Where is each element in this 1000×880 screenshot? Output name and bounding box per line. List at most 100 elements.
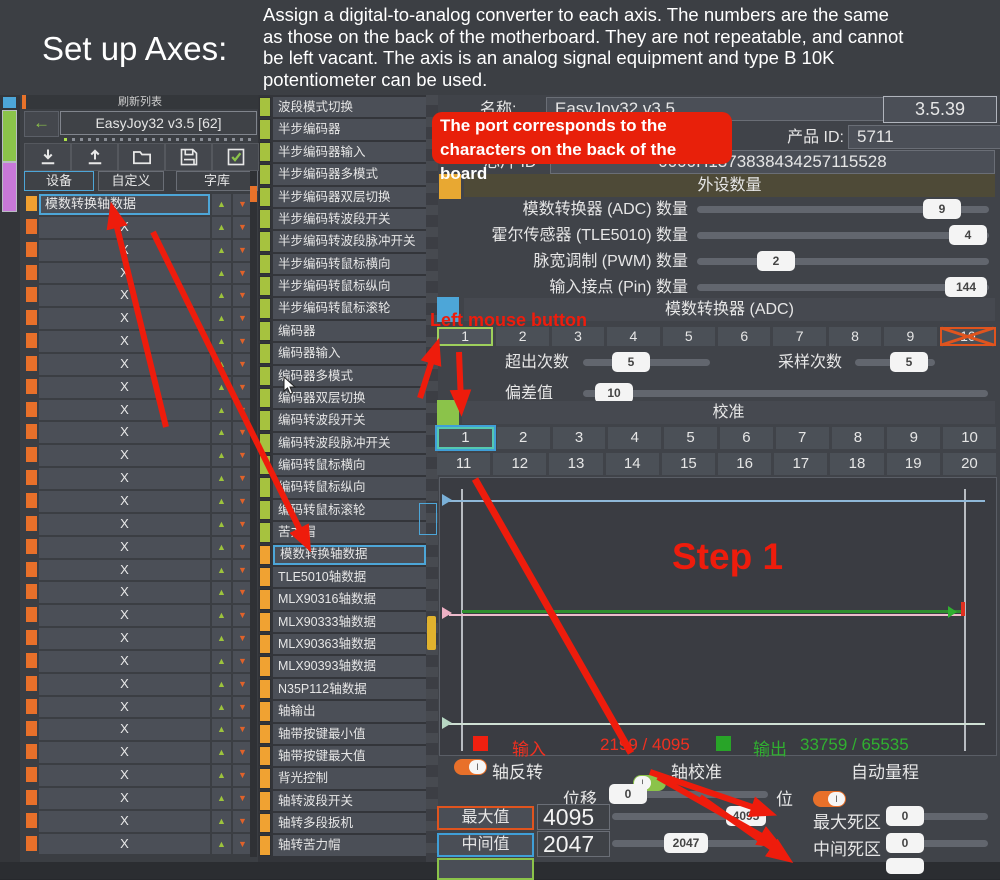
axis-row[interactable]: X ▲ ▼: [24, 536, 252, 558]
calibration-point-button[interactable]: 12: [493, 453, 547, 475]
axis-row-label[interactable]: X: [39, 285, 210, 307]
function-item-label[interactable]: MLX90393轴数据: [273, 656, 426, 677]
move-up-button[interactable]: ▲: [212, 605, 231, 627]
tab-custom[interactable]: 自定义: [98, 171, 164, 191]
axis-row-label[interactable]: X: [39, 376, 210, 398]
function-item[interactable]: 半步编码器多模式: [259, 164, 426, 185]
function-item[interactable]: 半步编码转波段开关: [259, 208, 426, 230]
sample-slider[interactable]: 5: [855, 352, 935, 372]
calibration-point-button[interactable]: 2: [496, 427, 550, 449]
save-button[interactable]: [165, 143, 212, 171]
adc-channel-button[interactable]: 3: [551, 327, 605, 346]
move-down-button[interactable]: ▼: [233, 605, 252, 627]
overflow-handle[interactable]: 5: [612, 352, 650, 372]
max-value-field[interactable]: 4095: [537, 804, 610, 830]
axis-row[interactable]: X ▲ ▼: [24, 399, 252, 421]
calibration-point-button[interactable]: 13: [549, 453, 603, 475]
product-id-field[interactable]: 5711: [848, 125, 1000, 149]
function-item-label[interactable]: 轴转苦力帽: [273, 835, 426, 856]
function-item-label[interactable]: 波段模式切换: [273, 97, 426, 118]
overflow-slider[interactable]: 5: [583, 352, 710, 372]
auto-range-toggle[interactable]: I: [813, 791, 846, 807]
axis-row-label[interactable]: X: [39, 673, 210, 695]
mid-value-field[interactable]: 2047: [537, 831, 610, 857]
axis-row-label[interactable]: X: [39, 262, 210, 284]
move-down-button[interactable]: ▼: [233, 719, 252, 741]
function-item[interactable]: MLX90316轴数据: [259, 589, 426, 610]
move-down-button[interactable]: ▼: [233, 194, 252, 215]
pin-count-handle[interactable]: 144: [945, 277, 987, 297]
move-down-button[interactable]: ▼: [233, 559, 252, 581]
function-item[interactable]: 半步编码转波段脉冲开关: [259, 231, 426, 252]
axis-row-label[interactable]: X: [39, 742, 210, 764]
sample-handle[interactable]: 5: [890, 352, 928, 372]
function-item[interactable]: 半步编码转鼠标滚轮: [259, 298, 426, 319]
axis-row-label[interactable]: X: [39, 605, 210, 627]
move-up-button[interactable]: ▲: [212, 513, 231, 535]
move-down-button[interactable]: ▼: [233, 787, 252, 809]
axis-row[interactable]: X ▲ ▼: [24, 216, 252, 238]
function-item-label[interactable]: MLX90316轴数据: [273, 589, 426, 610]
move-up-button[interactable]: ▲: [212, 490, 231, 512]
axis-row-label[interactable]: X: [39, 787, 210, 809]
function-item[interactable]: 波段模式切换: [259, 97, 426, 118]
move-up-button[interactable]: ▲: [212, 833, 231, 855]
refresh-list-bar[interactable]: 刷新列表: [22, 95, 258, 109]
function-item[interactable]: 编码器输入: [259, 343, 426, 364]
hall-count-handle[interactable]: 4: [949, 225, 987, 245]
axis-row-label[interactable]: X: [39, 719, 210, 741]
edge-chip-purple[interactable]: [2, 162, 17, 212]
calibration-point-button[interactable]: 7: [775, 427, 829, 449]
function-item-label[interactable]: 编码转鼠标横向: [273, 455, 426, 476]
move-up-button[interactable]: ▲: [212, 445, 231, 467]
function-item[interactable]: 轴输出: [259, 701, 426, 722]
move-up-button[interactable]: ▲: [212, 262, 231, 284]
axis-row-label[interactable]: X: [39, 239, 210, 261]
function-item-label[interactable]: 半步编码器输入: [273, 141, 426, 163]
function-item-label[interactable]: 编码器: [273, 320, 426, 342]
function-item[interactable]: 轴带按键最大值: [259, 745, 426, 767]
move-up-button[interactable]: ▲: [212, 559, 231, 581]
function-item-label[interactable]: 半步编码器: [273, 119, 426, 140]
calibration-point-button[interactable]: 3: [552, 427, 606, 449]
calibration-point-button[interactable]: 19: [886, 453, 940, 475]
axis-row[interactable]: X ▲ ▼: [24, 490, 252, 512]
function-item-label[interactable]: 半步编码器双层切换: [273, 186, 426, 207]
mid-slider-handle[interactable]: 2047: [664, 833, 708, 853]
calibration-point-button[interactable]: 20: [942, 453, 997, 475]
function-item[interactable]: 编码转鼠标滚轮: [259, 499, 426, 521]
axis-row-label[interactable]: X: [39, 331, 210, 352]
mid-slider[interactable]: 2047: [612, 833, 764, 853]
function-item[interactable]: TLE5010轴数据: [259, 566, 426, 588]
axis-row-label[interactable]: X: [39, 696, 210, 718]
function-item-label[interactable]: 轴带按键最大值: [273, 745, 426, 767]
move-up-button[interactable]: ▲: [212, 696, 231, 718]
function-item-label[interactable]: 编码转鼠标滚轮: [273, 499, 426, 521]
sidebar-scrollbar-handle[interactable]: [250, 186, 257, 202]
deviation-slider[interactable]: 10: [583, 383, 988, 403]
axis-row-label[interactable]: X: [39, 765, 210, 786]
adc-channel-button[interactable]: 5: [662, 327, 716, 346]
axis-row[interactable]: X ▲ ▼: [24, 673, 252, 695]
function-item-label[interactable]: 半步编码转波段脉冲开关: [273, 231, 426, 252]
move-down-button[interactable]: ▼: [233, 582, 252, 604]
axis-row[interactable]: X ▲ ▼: [24, 376, 252, 398]
export-button[interactable]: [71, 143, 118, 171]
move-down-button[interactable]: ▼: [233, 833, 252, 855]
list-scrollbar-track[interactable]: [426, 95, 438, 862]
function-item[interactable]: 编码器: [259, 320, 426, 342]
function-item[interactable]: 编码转波段开关: [259, 410, 426, 431]
adc-channel-button[interactable]: 2: [496, 327, 549, 346]
axis-row[interactable]: X ▲ ▼: [24, 331, 252, 352]
min-value-button[interactable]: [437, 858, 534, 880]
axis-row[interactable]: X ▲ ▼: [24, 262, 252, 284]
function-item-label[interactable]: 苦力帽: [273, 522, 426, 543]
move-down-button[interactable]: ▼: [233, 810, 252, 832]
axis-row-label[interactable]: X: [39, 422, 210, 444]
adc-channel-button[interactable]: 7: [773, 327, 826, 346]
calibration-point-button[interactable]: 6: [719, 427, 773, 449]
axis-row[interactable]: X ▲ ▼: [24, 696, 252, 718]
function-item-label[interactable]: 轴带按键最小值: [273, 723, 426, 744]
move-up-button[interactable]: ▲: [212, 216, 231, 238]
mid-marker-icon[interactable]: [442, 607, 452, 619]
